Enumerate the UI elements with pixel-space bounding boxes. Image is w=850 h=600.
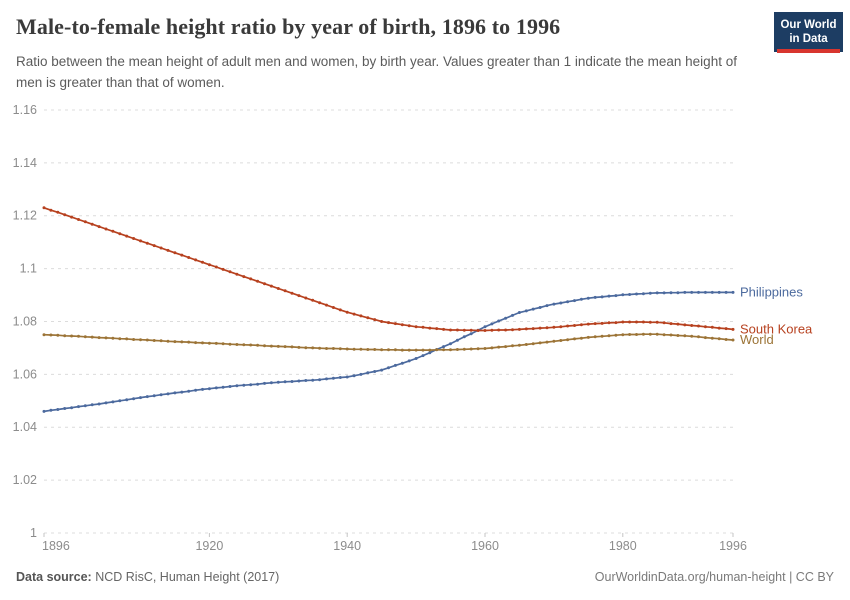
x-tick-label: 1960 bbox=[471, 539, 499, 553]
x-tick-label: 1896 bbox=[42, 539, 70, 553]
chart-footer: Data source: NCD RisC, Human Height (201… bbox=[16, 570, 834, 584]
owid-logo-line2: in Data bbox=[789, 33, 828, 45]
owid-logo-accent-bar bbox=[777, 49, 840, 53]
y-tick-label: 1.06 bbox=[13, 367, 37, 381]
y-tick-label: 1.02 bbox=[13, 473, 37, 487]
y-tick-label: 1.1 bbox=[20, 262, 37, 276]
credit-link[interactable]: OurWorldinData.org/human-height | CC BY bbox=[594, 570, 834, 584]
y-tick-label: 1.16 bbox=[13, 103, 37, 117]
y-tick-label: 1.04 bbox=[13, 420, 37, 434]
y-tick-label: 1.14 bbox=[13, 156, 37, 170]
x-tick-label: 1996 bbox=[719, 539, 747, 553]
x-tick-label: 1940 bbox=[333, 539, 361, 553]
series-line-philippines bbox=[43, 291, 733, 413]
x-tick-label: 1920 bbox=[195, 539, 223, 553]
series-label-philippines[interactable]: Philippines bbox=[740, 284, 803, 299]
chart-subtitle: Ratio between the mean height of adult m… bbox=[16, 54, 737, 90]
y-tick-label: 1.08 bbox=[13, 315, 37, 329]
data-source-value: NCD RisC, Human Height (2017) bbox=[91, 570, 280, 584]
y-tick-label: 1.12 bbox=[13, 209, 37, 223]
owid-logo[interactable]: Our World in Data bbox=[774, 12, 843, 53]
series-label-south-korea[interactable]: South Korea bbox=[740, 321, 813, 336]
y-tick-label: 1 bbox=[30, 526, 37, 540]
data-source-label: Data source: bbox=[16, 570, 92, 584]
series-line-south-korea bbox=[43, 206, 734, 332]
data-source: Data source: NCD RisC, Human Height (201… bbox=[16, 570, 279, 584]
series-line-world bbox=[43, 333, 734, 351]
x-tick-label: 1980 bbox=[609, 539, 637, 553]
series-label-world[interactable]: World bbox=[740, 332, 774, 347]
page-title: Male-to-female height ratio by year of b… bbox=[16, 14, 561, 39]
owid-logo-line1: Our World bbox=[780, 18, 837, 31]
